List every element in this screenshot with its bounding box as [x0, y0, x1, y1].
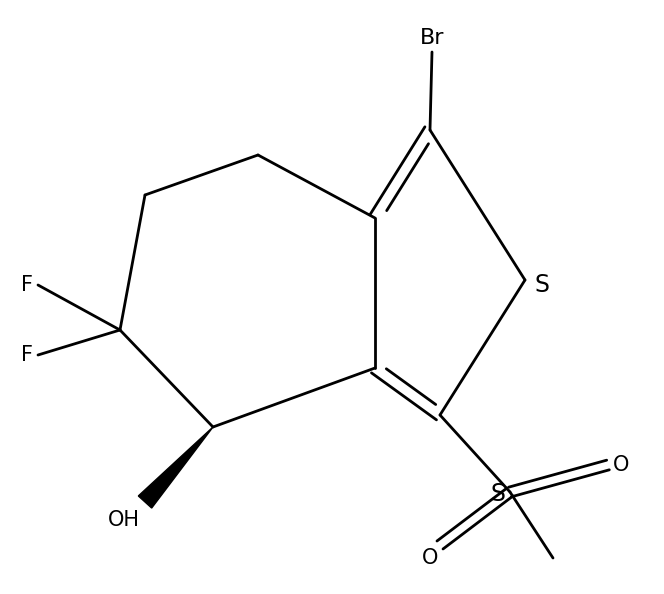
Text: Br: Br [420, 28, 444, 48]
Polygon shape [138, 427, 213, 508]
Text: F: F [21, 345, 33, 365]
Text: O: O [422, 548, 438, 568]
Text: O: O [613, 455, 629, 475]
Text: F: F [21, 275, 33, 295]
Text: S: S [491, 482, 506, 506]
Text: OH: OH [108, 510, 140, 530]
Text: S: S [535, 273, 550, 297]
